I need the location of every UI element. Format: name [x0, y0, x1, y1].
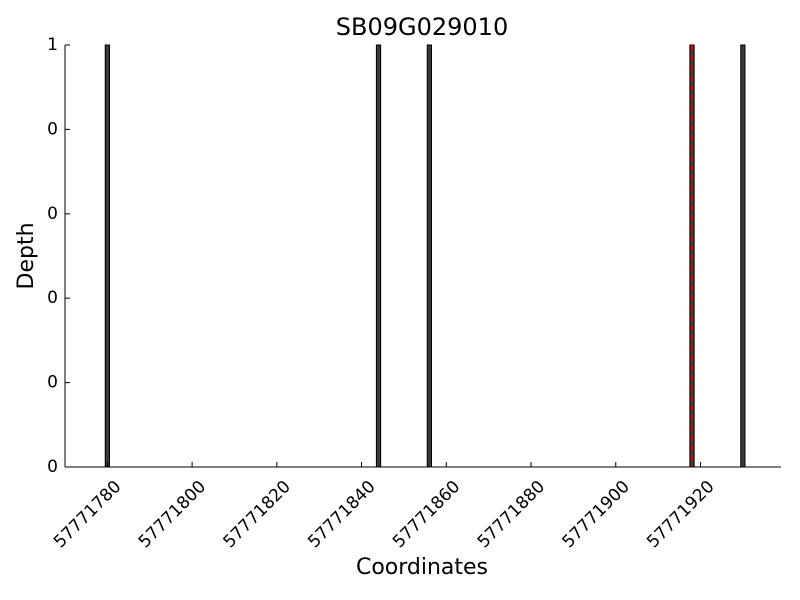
x-tick-label: 57771780 [50, 477, 125, 552]
x-tick-label: 57771920 [643, 477, 718, 552]
x-tick-label: 57771840 [304, 477, 379, 552]
bar [375, 44, 382, 468]
y-tick-label: 0 [47, 288, 58, 308]
x-tick-label: 57771880 [474, 477, 549, 552]
x-tick-label: 57771800 [135, 477, 210, 552]
x-axis-label: Coordinates [356, 555, 488, 580]
bar [740, 44, 746, 468]
x-tick-label: 57771900 [558, 477, 633, 552]
bar [426, 44, 432, 468]
y-axis-label: Depth [14, 222, 39, 289]
chart-title: SB09G029010 [336, 13, 508, 41]
bar [104, 44, 110, 468]
y-tick-label: 1 [47, 35, 58, 55]
y-tick-label: 0 [47, 204, 58, 224]
y-tick-label: 0 [47, 457, 58, 477]
y-tick-label: 0 [47, 119, 58, 139]
x-tick-label: 57771820 [220, 477, 295, 552]
x-tick-label: 57771860 [389, 477, 464, 552]
y-tick-label: 0 [47, 373, 58, 393]
